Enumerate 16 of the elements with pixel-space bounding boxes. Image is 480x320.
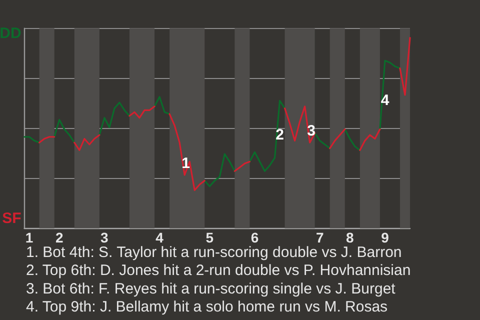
annotation: 4 [380, 92, 390, 110]
text: 3. Bot 6th: F. Reyes hit a run-scoring single vs J. Burget [26, 280, 396, 298]
text: 4. Top 9th: J. Bellamy hit a solo home run vs M. Rosas [26, 298, 388, 316]
x-tick-label: 5 [206, 229, 214, 246]
x-tick-label: 4 [156, 229, 164, 246]
x-tick-label: 1 [25, 229, 34, 246]
text: 2. Top 6th: D. Jones hit a 2-run double vs P. Hovhannisian [26, 262, 411, 280]
x-tick-label: 7 [316, 229, 324, 246]
text: SF [2, 210, 22, 227]
text: 1. Bot 4th: S. Taylor hit a run-scoring double vs J. Barron [26, 244, 402, 261]
x-tick-label: 6 [250, 229, 259, 246]
x-tick-label: 3 [100, 229, 109, 246]
x-tick-label: 2 [55, 229, 64, 246]
x-tick-label: 9 [381, 229, 390, 246]
x-tick-label: 8 [346, 229, 354, 246]
annotation: 2 [276, 126, 284, 144]
